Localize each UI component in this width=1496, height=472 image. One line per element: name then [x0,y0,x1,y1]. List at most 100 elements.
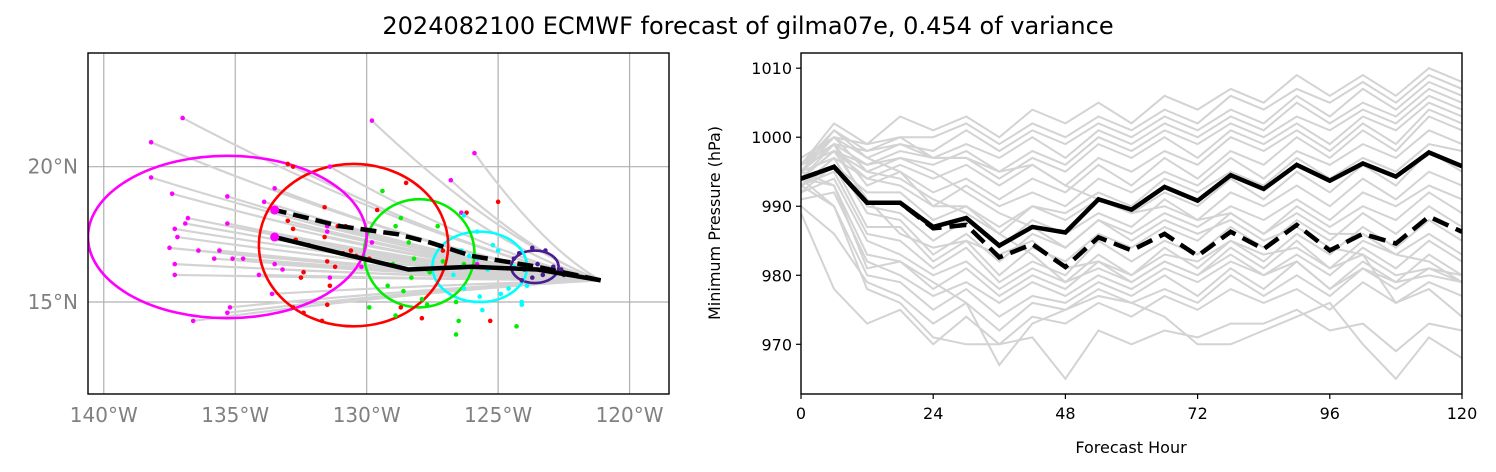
forecast-position-h96 [327,283,333,289]
map-x-ticks: 140°W 135°W 130°W 125°W 120°W [70,403,664,427]
map-x-tick-label: 130°W [333,403,401,427]
forecast-position-h24 [535,261,540,267]
forecast-position-h120 [182,221,188,226]
forecast-position-h120 [324,229,330,234]
deterministic-pressure-line [801,149,1462,249]
forecast-position-h96 [398,305,404,310]
map-gridlines [88,53,669,394]
map-y-tick-label: 15°N [28,290,78,314]
forecast-position-h48 [498,291,504,297]
forecast-position-h72 [409,275,414,280]
forecast-position-h120 [175,234,180,240]
track-map-panel: 140°W 135°W 130°W 125°W 120°W 15°N 20°N [28,52,670,427]
forecast-position-h24 [558,267,564,272]
forecast-position-h72 [401,288,406,294]
pressure-x-tick-label: 0 [796,404,806,423]
forecast-position-h48 [461,213,467,218]
forecast-position-h120 [180,115,185,121]
forecast-position-h24 [529,245,535,251]
forecast-position-h72 [514,324,519,329]
ensemble-member-line [801,212,1462,346]
ensemble-track [193,279,601,323]
uncertainty-ellipse-96h [257,162,450,328]
forecast-position-h120 [327,275,333,280]
forecast-position-h72 [435,223,440,229]
ensemble-member-line [801,101,1462,180]
forecast-position-h24 [543,248,548,253]
forecast-position-h72 [453,299,459,305]
forecast-position-h120 [225,194,230,199]
forecast-position-h48 [474,229,480,234]
forecast-position-h96 [495,199,501,205]
forecast-position-h48 [506,286,511,291]
forecast-position-h96 [285,161,291,167]
ensemble-mean-end-marker [270,205,280,215]
forecast-position-h96 [322,234,327,240]
forecast-position-h120 [230,256,235,261]
forecast-position-h120 [261,199,267,205]
pressure-x-tick-label: 72 [1187,404,1207,423]
forecast-position-h120 [190,318,196,324]
map-frame [87,52,670,395]
forecast-position-h120 [269,291,275,297]
forecast-position-h120 [148,175,154,180]
forecast-position-h120 [172,261,178,267]
forecast-position-h96 [324,302,330,307]
forecast-position-h96 [348,248,354,253]
forecast-position-h120 [448,177,454,183]
forecast-position-h72 [427,269,433,275]
pressure-chart-panel: 0 24 48 72 96 120 970 980 990 1000 1010 Forecast … [705,52,1477,457]
ensemble-member-line [801,115,1462,201]
forecast-position-h72 [398,215,404,221]
forecast-position-h96 [319,318,325,324]
ensemble-member-lines [801,67,1462,381]
forecast-position-h24 [519,278,525,283]
forecast-position-h120 [196,248,201,253]
deterministic-end-marker [270,232,280,242]
ensemble-member-line [801,80,1462,160]
map-y-ticks: 15°N 20°N [28,155,78,314]
pressure-x-ticks: 0 24 48 72 96 120 [796,394,1477,423]
ensemble-member-line [801,184,1462,318]
forecast-position-h120 [172,226,178,232]
forecast-position-h24 [529,275,535,280]
ensemble-member-line [801,149,1462,277]
map-y-tick-label: 20°N [28,155,78,179]
x-axis-label: Forecast Hour [1075,438,1187,457]
ensemble-member-line [801,67,1462,166]
ensemble-track [371,119,602,282]
forecast-position-h96 [419,315,425,321]
forecast-position-h120 [327,164,333,169]
mean-tracks [270,205,602,283]
forecast-position-h120 [172,272,178,278]
pressure-y-tick-label: 980 [761,266,792,285]
forecast-position-h120 [359,264,364,270]
forecast-position-h72 [440,259,446,264]
forecast-position-h96 [290,164,296,169]
forecast-position-h120 [225,310,230,316]
ensemble-member-line [801,108,1462,187]
forecast-position-h72 [393,313,398,318]
ensemble-member-line [801,129,1462,208]
ensemble-mean-track [274,207,602,283]
forecast-position-h120 [169,191,175,197]
forecast-position-h96 [301,310,306,316]
map-x-tick-label: 140°W [70,403,138,427]
ensemble-member-line [801,156,1462,263]
pressure-x-tick-label: 120 [1447,404,1478,423]
forecast-position-h120 [227,305,233,310]
pressure-y-tick-label: 970 [761,335,792,354]
pressure-y-tick-label: 1010 [751,59,792,78]
forecast-position-h120 [256,272,262,278]
forecast-position-h96 [322,204,327,210]
ensemble-member-line [801,149,1462,318]
forecast-position-h120 [272,261,277,267]
main-pressure-lines [801,149,1462,270]
forecast-position-h120 [211,256,217,261]
forecast-position-h72 [366,305,372,310]
y-axis-label: Minimum Pressure (hPa) [705,126,724,320]
ensemble-member-line [801,135,1462,291]
figure-title: 2024082100 ECMWF forecast of gilma07e, 0… [382,12,1114,40]
forecast-position-h24 [516,250,522,256]
forecast-position-h72 [424,302,430,307]
